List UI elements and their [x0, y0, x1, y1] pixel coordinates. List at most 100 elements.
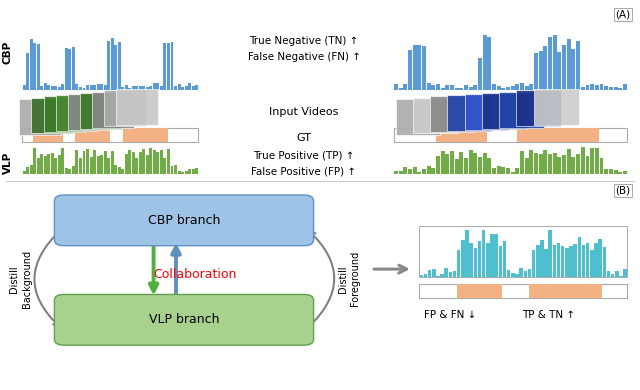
Bar	[125, 85, 128, 90]
Bar	[72, 47, 75, 90]
FancyBboxPatch shape	[76, 128, 111, 142]
Bar	[33, 147, 36, 174]
Bar	[464, 85, 468, 90]
Text: Distill
Foreground: Distill Foreground	[338, 251, 360, 307]
Bar	[431, 85, 435, 90]
Bar	[536, 245, 540, 277]
Bar	[191, 169, 195, 174]
Bar	[427, 83, 431, 90]
Bar	[142, 149, 145, 174]
Bar	[132, 86, 135, 90]
Bar	[65, 48, 68, 90]
Bar	[492, 168, 496, 174]
Bar	[440, 274, 444, 277]
Bar	[156, 152, 159, 174]
Bar	[474, 248, 477, 277]
FancyBboxPatch shape	[465, 94, 509, 130]
Bar	[486, 243, 490, 277]
Bar	[581, 87, 585, 90]
Bar	[492, 84, 496, 90]
Bar	[167, 43, 170, 90]
Bar	[118, 167, 121, 174]
Bar	[139, 86, 142, 90]
Bar	[86, 85, 89, 90]
Bar	[519, 268, 523, 277]
Bar	[135, 158, 138, 174]
Bar	[465, 230, 469, 277]
Bar	[97, 156, 100, 174]
FancyBboxPatch shape	[457, 284, 502, 298]
Bar	[139, 152, 142, 174]
Bar	[93, 85, 96, 90]
Bar	[76, 150, 79, 174]
Bar	[177, 171, 180, 174]
Bar	[174, 165, 177, 174]
Bar	[449, 272, 452, 277]
Bar	[483, 152, 486, 174]
Bar	[543, 46, 547, 90]
Text: True Negative (TN) ↑
False Negative (FN) ↑: True Negative (TN) ↑ False Negative (FN)…	[248, 36, 360, 62]
Bar	[623, 269, 627, 277]
Bar	[58, 87, 61, 90]
Bar	[107, 41, 110, 90]
Bar	[557, 52, 561, 90]
Bar	[524, 271, 527, 277]
Bar	[525, 87, 529, 90]
Bar	[163, 158, 166, 174]
Bar	[90, 85, 93, 90]
Bar	[454, 88, 459, 90]
Bar	[561, 246, 564, 277]
Bar	[174, 86, 177, 90]
Bar	[90, 157, 93, 174]
Bar	[577, 237, 581, 277]
Bar	[36, 158, 40, 174]
Bar	[586, 243, 589, 277]
FancyBboxPatch shape	[22, 128, 198, 142]
Bar	[497, 165, 500, 174]
Bar	[548, 37, 552, 90]
Bar	[567, 149, 571, 174]
Bar	[33, 43, 36, 90]
Bar	[567, 39, 571, 90]
Bar	[68, 49, 72, 90]
Bar	[408, 169, 412, 174]
Bar	[494, 234, 498, 277]
Bar	[29, 39, 33, 90]
FancyBboxPatch shape	[56, 95, 97, 131]
Bar	[188, 83, 191, 90]
Bar	[506, 87, 510, 90]
Bar	[163, 43, 166, 90]
Bar	[444, 268, 448, 277]
FancyBboxPatch shape	[54, 294, 314, 345]
Bar	[195, 85, 198, 90]
Bar	[104, 85, 107, 90]
FancyBboxPatch shape	[396, 99, 440, 135]
Bar	[501, 88, 506, 90]
Bar	[121, 169, 124, 174]
Bar	[399, 171, 403, 174]
Bar	[553, 153, 557, 174]
Bar	[107, 158, 110, 174]
Bar	[417, 172, 421, 174]
Bar	[436, 84, 440, 90]
Bar	[488, 158, 492, 174]
Bar	[506, 168, 510, 174]
Bar	[149, 86, 152, 90]
Text: VLP branch: VLP branch	[148, 313, 220, 326]
Bar	[22, 85, 26, 90]
Bar	[54, 158, 58, 174]
Bar	[170, 42, 173, 90]
FancyBboxPatch shape	[54, 195, 314, 246]
Bar	[457, 250, 461, 277]
FancyBboxPatch shape	[116, 89, 158, 125]
Bar	[135, 86, 138, 90]
FancyBboxPatch shape	[92, 92, 134, 128]
Bar	[54, 86, 58, 90]
Bar	[460, 152, 463, 174]
Bar	[153, 150, 156, 174]
Bar	[507, 270, 511, 277]
Bar	[511, 86, 515, 90]
Bar	[61, 148, 65, 174]
Bar	[483, 35, 486, 90]
Bar	[149, 148, 152, 174]
